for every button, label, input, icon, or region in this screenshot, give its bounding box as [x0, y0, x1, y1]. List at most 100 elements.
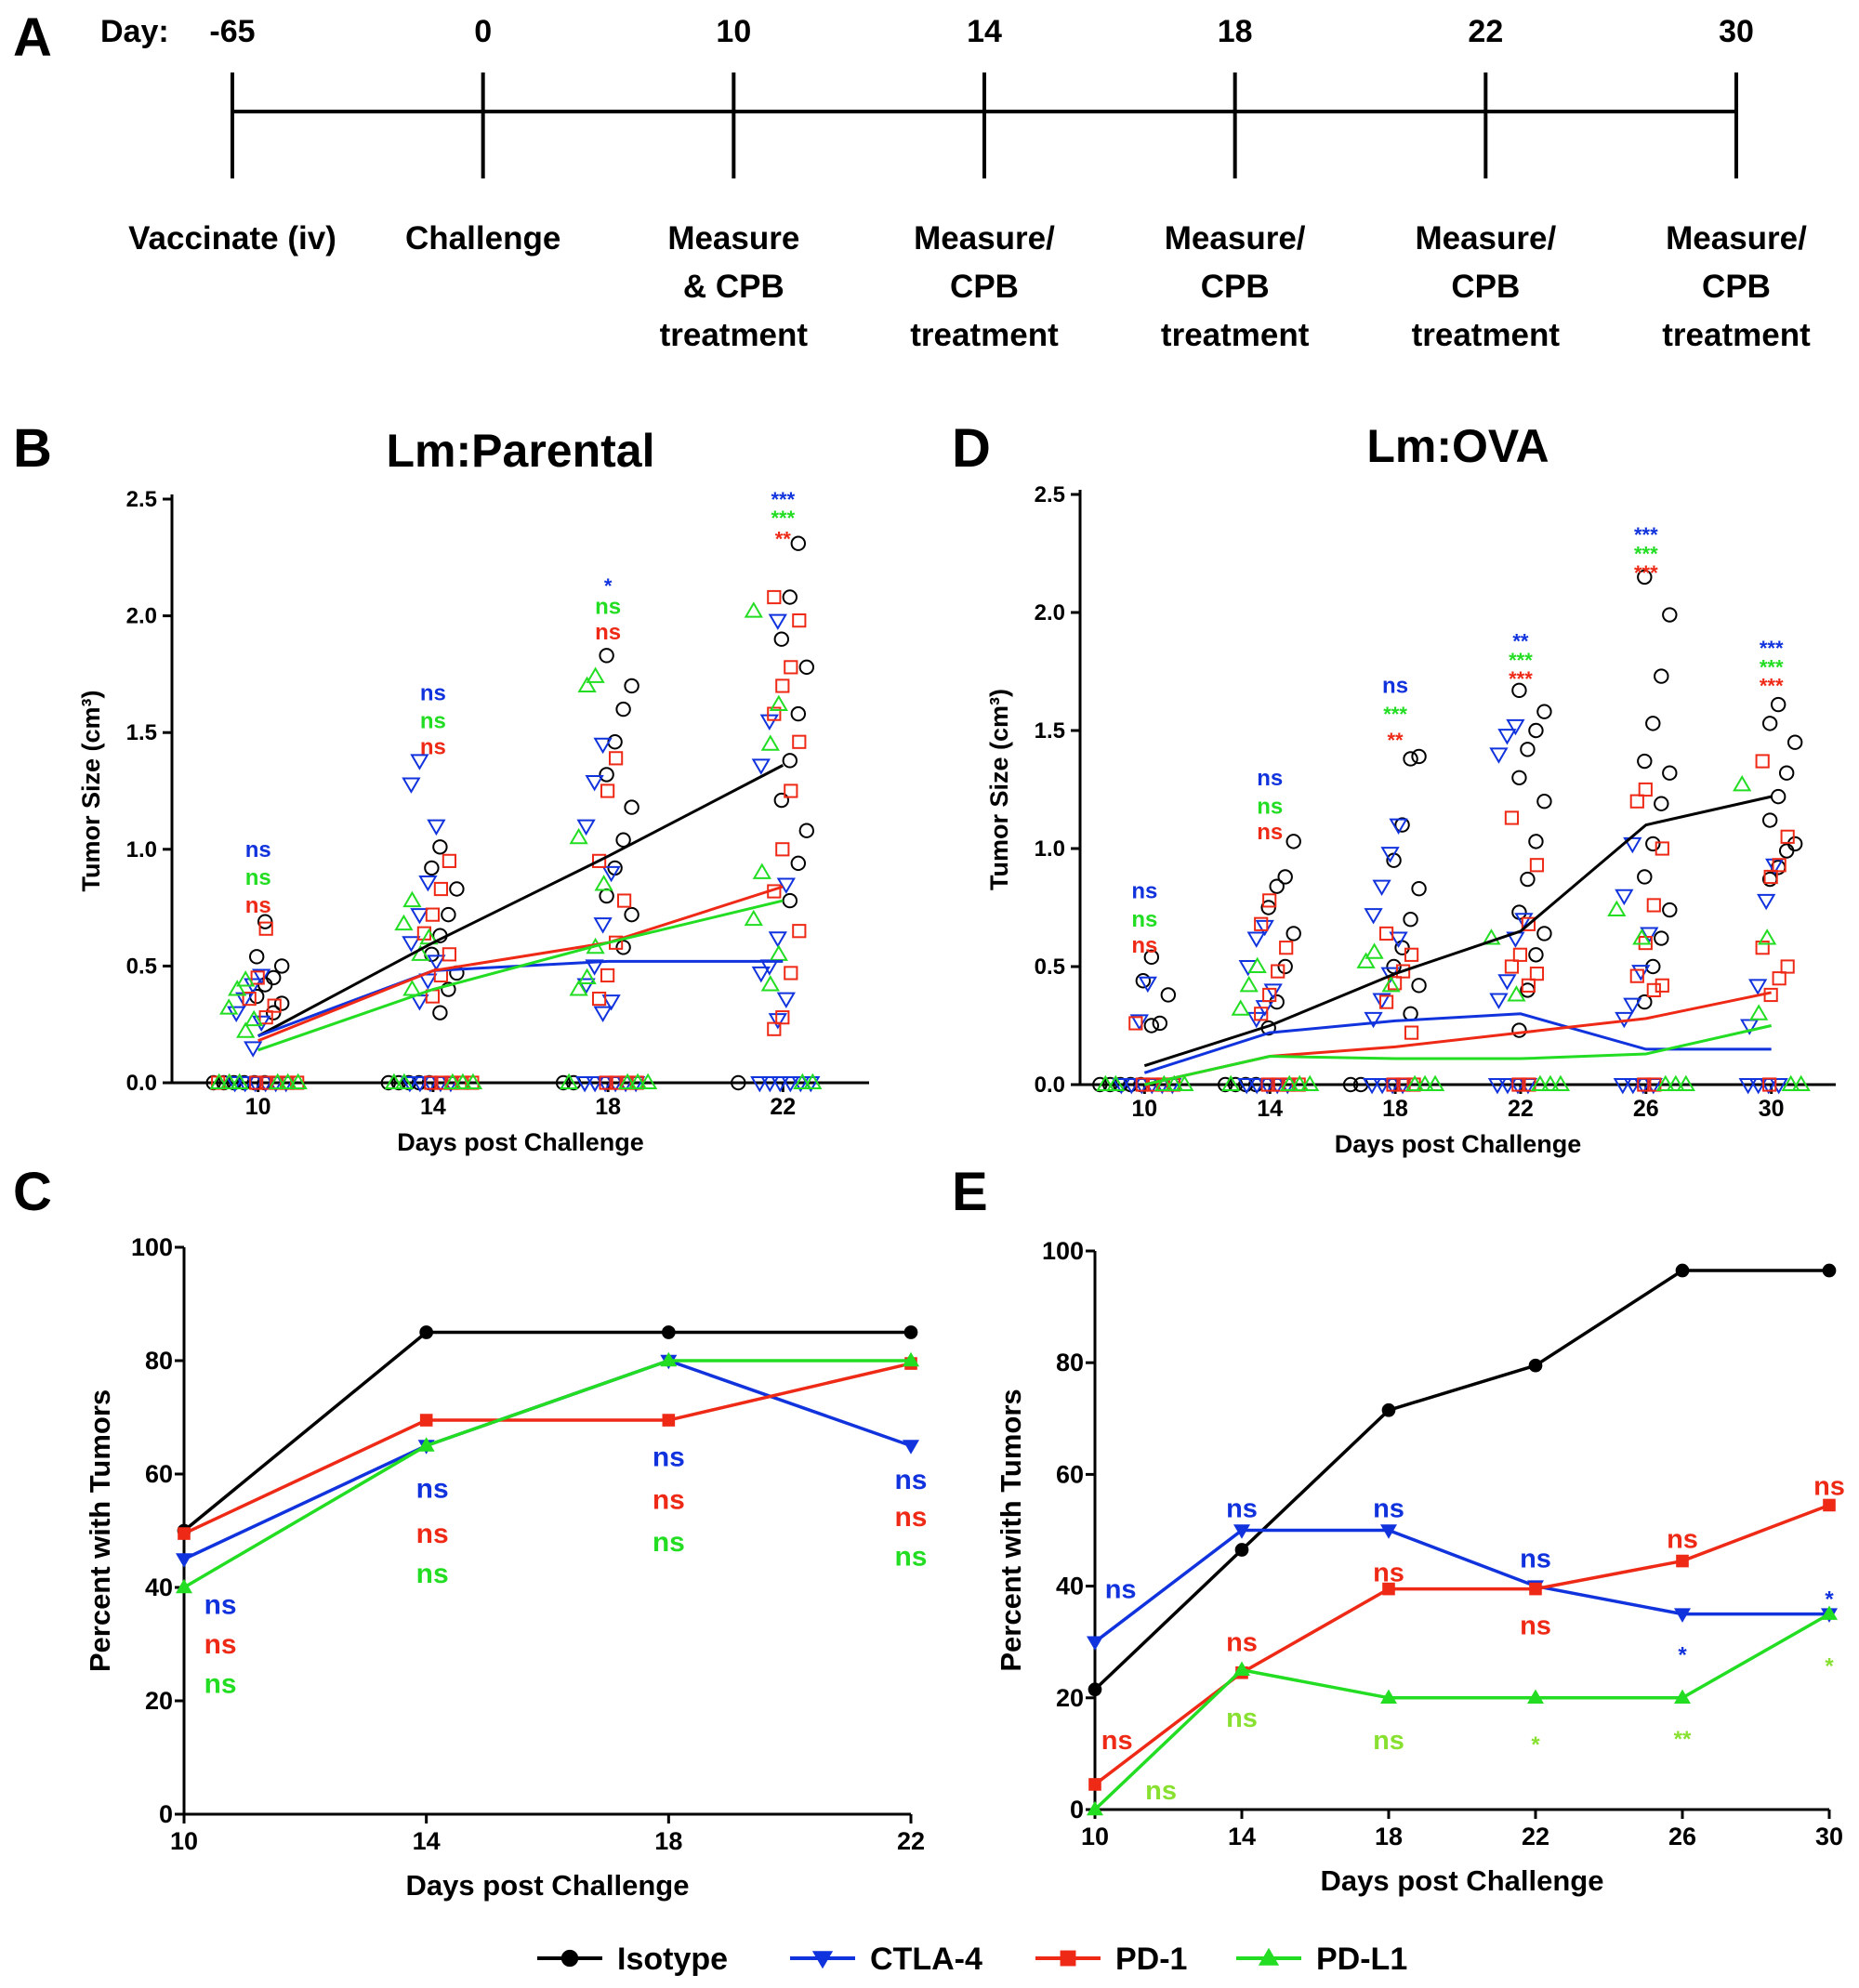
data-point — [769, 944, 788, 961]
y-tick-label: 40 — [145, 1573, 173, 1601]
data-point — [248, 949, 265, 965]
data-point — [1507, 985, 1526, 1002]
data-point — [1607, 900, 1627, 917]
significance-label: *** — [1760, 655, 1784, 678]
timeline-event-label: Measure/ — [1666, 220, 1807, 257]
data-point — [1654, 930, 1669, 946]
data-point — [418, 875, 438, 892]
data-point — [1372, 993, 1391, 1009]
series-marker — [1820, 1605, 1839, 1620]
data-point — [599, 1075, 613, 1090]
timeline-day-value: 30 — [1719, 14, 1754, 49]
data-point — [790, 535, 807, 551]
x-tick-label: 18 — [1382, 1096, 1408, 1122]
y-tick-label: 100 — [131, 1233, 173, 1261]
chart-tumor-size-parental: Lm:Parental 0.0 0.5 1.0 1.5 2.0 2.5 10 14 18 22 Day… — [77, 425, 869, 1156]
data-point — [1772, 858, 1786, 873]
series-marker — [1088, 1682, 1102, 1697]
series-marker — [175, 1578, 193, 1594]
y-tick-label: 20 — [1056, 1684, 1084, 1712]
data-point — [592, 853, 607, 868]
data-point — [402, 890, 422, 908]
data-point — [1280, 1074, 1299, 1091]
data-point — [1655, 978, 1669, 993]
data-point — [1497, 974, 1517, 991]
data-point — [1654, 668, 1669, 684]
timeline-event-label: Measure/ — [1415, 220, 1556, 257]
series-marker — [1822, 1263, 1837, 1278]
data-point — [792, 613, 807, 628]
data-point — [1638, 782, 1653, 797]
significance-label: ns — [1101, 1726, 1133, 1756]
series-marker — [1675, 1263, 1690, 1278]
data-point — [576, 819, 596, 836]
data-point — [773, 792, 790, 809]
data-point — [1378, 994, 1394, 1009]
data-point — [1662, 902, 1678, 918]
significance-label: ns — [1131, 933, 1157, 958]
data-point — [394, 914, 414, 931]
data-point — [1623, 836, 1642, 854]
data-point — [1511, 682, 1527, 699]
data-point — [751, 758, 771, 775]
data-point — [230, 1073, 249, 1089]
data-point — [1646, 898, 1661, 913]
data-point — [792, 734, 807, 749]
significance-label: *** — [1509, 667, 1533, 691]
significance-label: ns — [245, 893, 271, 918]
data-point — [775, 842, 790, 857]
data-point — [1143, 949, 1160, 966]
data-point — [792, 924, 807, 939]
data-point — [1231, 999, 1250, 1016]
x-tick-label: 18 — [595, 1094, 621, 1120]
x-tick-label: 18 — [654, 1827, 682, 1855]
x-tick-label: 30 — [1815, 1823, 1843, 1850]
data-point — [1662, 765, 1678, 781]
timeline-event-label: CPB — [1201, 269, 1270, 305]
y-tick-label: 60 — [1056, 1460, 1084, 1488]
data-point — [384, 1073, 404, 1089]
significance-label: * — [1825, 1587, 1834, 1613]
data-point — [449, 881, 465, 897]
data-point — [1528, 722, 1544, 739]
data-point — [1613, 1078, 1632, 1095]
data-point — [555, 1074, 572, 1091]
series-marker — [419, 1325, 434, 1339]
y-tick-label: 2.5 — [126, 487, 157, 512]
data-point — [1263, 983, 1283, 1000]
data-point — [1654, 796, 1669, 811]
series-marker — [1529, 1582, 1542, 1596]
y-tick-label: 1.0 — [1035, 836, 1065, 862]
data-point — [1237, 1078, 1257, 1095]
significance-label: ns — [1667, 1525, 1698, 1555]
data-point — [1411, 978, 1427, 994]
series-marker — [1673, 1608, 1692, 1623]
series-marker — [1379, 1524, 1398, 1539]
y-tick-label: 20 — [145, 1687, 173, 1715]
mean-line — [257, 764, 784, 1038]
data-point — [744, 601, 763, 618]
x-axis-label: Days post Challenge — [1335, 1130, 1582, 1158]
data-point — [1497, 729, 1517, 745]
data-point — [463, 1073, 483, 1089]
data-point — [1761, 716, 1778, 731]
data-point — [1138, 976, 1157, 994]
data-point — [790, 855, 807, 872]
data-point — [593, 737, 613, 755]
data-point — [1758, 928, 1777, 945]
data-point — [424, 860, 440, 876]
series-marker — [1086, 1636, 1104, 1651]
significance-label: ns — [204, 1669, 237, 1700]
data-point — [1762, 1077, 1777, 1092]
data-point — [1160, 987, 1177, 1003]
y-tick-label: 60 — [145, 1460, 173, 1488]
data-point — [760, 975, 780, 992]
data-point — [1372, 879, 1391, 897]
data-point — [768, 1013, 787, 1030]
data-point — [1290, 1074, 1310, 1091]
data-point — [1540, 1074, 1561, 1091]
y-axis-label: Percent with Tumors — [84, 1389, 116, 1672]
series-marker — [178, 1527, 191, 1540]
data-point — [235, 1076, 255, 1093]
data-point — [424, 1075, 439, 1090]
